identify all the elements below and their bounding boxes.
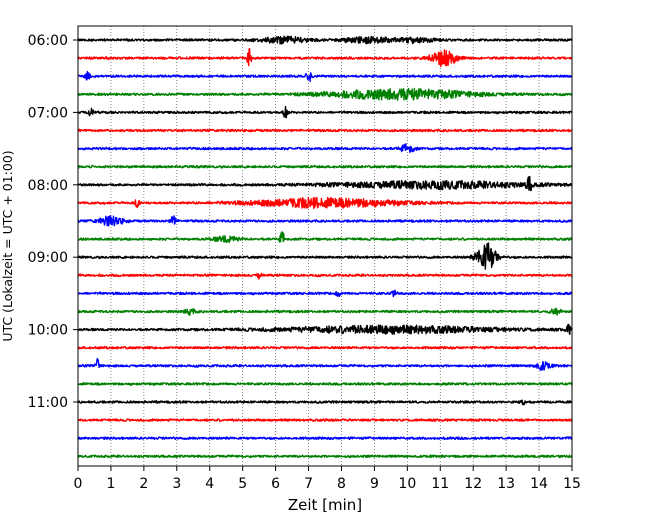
trace-line: [77, 143, 573, 153]
trace-line: [77, 357, 573, 371]
x-tick-label: 1: [106, 476, 115, 492]
x-tick-label: 15: [563, 476, 581, 492]
trace-line: [77, 196, 573, 210]
y-axis-label: UTC (Lokalzeit = UTC + 01:00): [0, 150, 15, 341]
x-tick-label: 10: [398, 476, 416, 492]
trace-line: [77, 214, 573, 227]
x-axis-ticks: 0 1 2 3 4 5 6 7 8 9 10 11 12 13 14 15: [74, 466, 581, 492]
trace-line: [77, 381, 573, 386]
x-tick-label: 14: [530, 476, 548, 492]
y-axis-ticks: 06:00 07:00 08:00 09:00 10:00 11:00: [28, 33, 78, 411]
x-tick-label: 3: [172, 476, 181, 492]
trace-line: [77, 105, 573, 119]
trace-line: [77, 242, 573, 270]
trace-line: [77, 87, 573, 101]
y-tick-label: 08:00: [28, 178, 68, 194]
trace-line: [77, 307, 573, 317]
x-axis-label: Zeit [min]: [288, 496, 362, 514]
y-tick-label: 09:00: [28, 250, 68, 266]
trace-line: [77, 231, 573, 244]
y-tick-label: 10:00: [28, 323, 68, 339]
x-tick-label: 13: [497, 476, 515, 492]
trace-line: [77, 128, 573, 133]
trace-line: [77, 436, 573, 441]
trace-line: [77, 164, 573, 169]
x-tick-label: 8: [337, 476, 346, 492]
y-tick-label: 11:00: [28, 395, 68, 411]
trace-line: [77, 70, 573, 83]
x-tick-label: 5: [238, 476, 247, 492]
trace-lines: [77, 35, 573, 459]
plot-frame: [77, 25, 573, 467]
x-tick-label: 7: [304, 476, 313, 492]
y-tick-label: 06:00: [28, 33, 68, 49]
x-tick-label: 0: [74, 476, 83, 492]
x-tick-label: 4: [205, 476, 214, 492]
trace-line: [77, 175, 573, 192]
trace-line: [77, 35, 573, 45]
trace-line: [77, 323, 573, 336]
trace-line: [77, 454, 573, 459]
x-tick-label: 9: [370, 476, 379, 492]
trace-line: [77, 47, 573, 68]
trace-line: [77, 399, 573, 406]
y-tick-label: 07:00: [28, 105, 68, 121]
trace-line: [77, 289, 573, 298]
x-tick-label: 12: [464, 476, 482, 492]
trace-line: [77, 345, 573, 350]
x-tick-label: 6: [271, 476, 280, 492]
trace-line: [77, 272, 573, 280]
trace-line: [77, 418, 573, 422]
x-tick-label: 2: [139, 476, 148, 492]
x-tick-label: 11: [431, 476, 449, 492]
